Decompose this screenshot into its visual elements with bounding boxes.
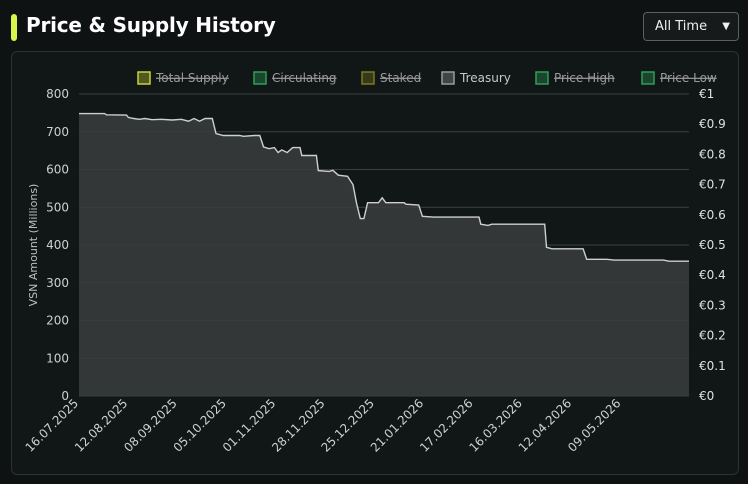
legend-label: Price High <box>554 71 615 85</box>
y2-tick-label: €1 <box>699 87 714 101</box>
y2-tick-label: €0.7 <box>699 178 726 192</box>
y2-tick-label: €0.6 <box>699 208 726 222</box>
x-axis: 16.07.202512.08.202508.09.202505.10.2025… <box>23 396 624 454</box>
y-axis-right: €0 €0.1 €0.2 €0.3 €0.4 €0.5 €0.6 €0.7 €0.8 €0.9 €1 <box>699 87 726 403</box>
legend-item: Total Supply <box>137 71 229 85</box>
page-title: Price & Supply History <box>26 13 276 37</box>
y2-tick-label: €0.9 <box>699 117 726 131</box>
title-accent-bar <box>11 14 17 41</box>
legend-item: Treasury <box>441 71 511 85</box>
y-tick-label: 400 <box>46 238 69 252</box>
y2-tick-label: €0.4 <box>699 268 726 282</box>
y-axis-left: 0 100 200 300 400 500 600 700 800 <box>46 87 69 403</box>
y2-tick-label: €0.2 <box>699 329 726 343</box>
legend-label: Circulating <box>272 71 337 85</box>
chevron-down-icon: ▼ <box>722 21 730 32</box>
y2-tick-label: €0 <box>699 389 714 403</box>
y-tick-label: 700 <box>46 125 69 139</box>
legend-label: Total Supply <box>155 71 229 85</box>
legend-swatch <box>361 71 375 85</box>
legend-swatch <box>253 71 267 85</box>
y-tick-label: 600 <box>46 163 69 177</box>
y2-tick-label: €0.5 <box>699 238 726 252</box>
y-tick-label: 500 <box>46 200 69 214</box>
legend-item: Price Low <box>641 71 717 85</box>
y-axis-label: VSN Amount (Millions) <box>27 184 40 307</box>
y-tick-label: 0 <box>61 389 69 403</box>
treasury-area-layer <box>79 112 689 396</box>
legend-swatch <box>535 71 549 85</box>
treasury-area <box>79 113 689 396</box>
y2-tick-label: €0.8 <box>699 147 726 161</box>
legend-label: Price Low <box>660 71 717 85</box>
y-tick-label: 800 <box>46 87 69 101</box>
legend-swatch <box>641 71 655 85</box>
y2-tick-label: €0.3 <box>699 298 726 312</box>
x-tick-label: 09.05.2026 <box>565 396 623 454</box>
legend-item: Staked <box>361 71 421 85</box>
legend-item: Circulating <box>253 71 337 85</box>
y-tick-label: 100 <box>46 351 69 365</box>
y2-tick-label: €0.1 <box>699 359 726 373</box>
treasury-line <box>79 112 689 262</box>
legend: Total Supply Circulating Staked Treasury Pri… <box>137 71 717 85</box>
legend-label: Treasury <box>459 71 511 85</box>
y-tick-label: 300 <box>46 276 69 290</box>
time-range-select[interactable]: All Time ▼ <box>643 12 739 41</box>
legend-swatch <box>441 71 455 85</box>
legend-swatch <box>137 71 151 85</box>
legend-label: Staked <box>380 71 421 85</box>
y-tick-label: 200 <box>46 314 69 328</box>
legend-item: Price High <box>535 71 615 85</box>
time-range-value: All Time <box>655 19 708 34</box>
